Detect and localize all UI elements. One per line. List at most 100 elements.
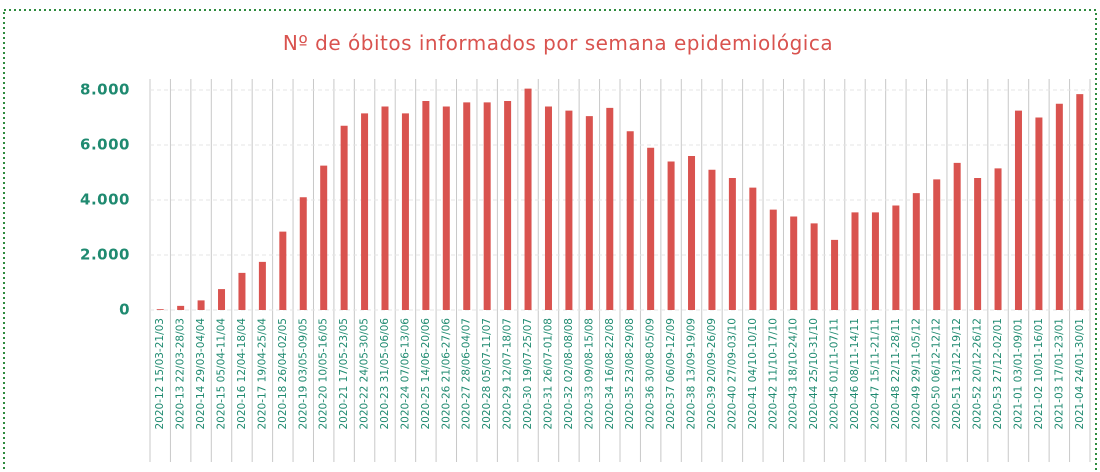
x-tick-label: 2020-18 26/04-02/05 bbox=[277, 318, 289, 430]
bar bbox=[749, 187, 757, 310]
x-tick-label: 2020-21 17/05-23/05 bbox=[338, 318, 350, 430]
x-tick-label: 2020-49 29/11-05/12 bbox=[910, 318, 922, 430]
x-tick-label: 2020-15 05/04-11/04 bbox=[216, 318, 228, 430]
bar bbox=[933, 179, 941, 310]
x-tick-label: 2020-51 13/12-19/12 bbox=[951, 318, 963, 430]
bar bbox=[851, 212, 859, 310]
x-tick-label: 2020-35 23/08-29/08 bbox=[624, 318, 636, 430]
y-tick-label: 0 bbox=[119, 301, 130, 319]
x-tick-label: 2020-28 05/07-11/07 bbox=[481, 318, 493, 430]
bar bbox=[299, 197, 307, 310]
bar bbox=[606, 107, 614, 310]
x-tick-label: 2020-24 07/06-13/06 bbox=[399, 318, 411, 430]
bar bbox=[156, 309, 164, 310]
x-tick-label: 2020-38 13/09-19/09 bbox=[686, 318, 698, 430]
bar bbox=[912, 193, 920, 310]
x-tick-label: 2021-03 17/01-23/01 bbox=[1053, 318, 1065, 430]
bar bbox=[810, 223, 818, 310]
bar bbox=[197, 300, 205, 310]
bar bbox=[177, 305, 185, 310]
chart-title: Nº de óbitos informados por semana epide… bbox=[283, 31, 833, 55]
x-tick-label: 2020-37 06/09-12/09 bbox=[665, 318, 677, 430]
bar bbox=[994, 168, 1002, 310]
y-tick-label: 6.000 bbox=[80, 136, 130, 154]
x-tick-label: 2020-22 24/05-30/05 bbox=[359, 318, 371, 430]
bar bbox=[565, 110, 573, 310]
x-tick-label: 2020-20 10/05-16/05 bbox=[318, 318, 330, 430]
bar bbox=[361, 113, 369, 310]
x-tick-label: 2020-16 12/04-18/04 bbox=[236, 318, 248, 430]
y-tick-label: 8.000 bbox=[80, 81, 130, 99]
x-tick-label: 2020-39 20/09-26/09 bbox=[706, 318, 718, 430]
bar bbox=[218, 289, 226, 310]
x-tick-label: 2020-43 18/10-24/10 bbox=[788, 318, 800, 430]
bar bbox=[831, 239, 839, 310]
x-tick-label: 2020-50 06/12-12/12 bbox=[931, 318, 943, 430]
bar bbox=[1055, 103, 1063, 310]
x-tick-label: 2020-52 20/12-26/12 bbox=[972, 318, 984, 430]
x-tick-label: 2021-01 03/01-09/01 bbox=[1012, 318, 1024, 430]
bar bbox=[892, 205, 900, 310]
x-tick-label: 2020-33 09/08-15/08 bbox=[583, 318, 595, 430]
x-tick-label: 2020-19 03/05-09/05 bbox=[297, 318, 309, 430]
bar bbox=[871, 212, 879, 310]
x-tick-label: 2020-30 19/07-25/07 bbox=[522, 318, 534, 430]
bar bbox=[688, 156, 696, 310]
x-tick-label: 2020-12 15/03-21/03 bbox=[154, 318, 166, 430]
x-tick-label: 2020-42 11/10-17/10 bbox=[767, 318, 779, 430]
bar bbox=[544, 106, 552, 310]
x-tick-label: 2020-48 22/11-28/11 bbox=[890, 318, 902, 430]
bar bbox=[1076, 94, 1084, 310]
bar bbox=[483, 102, 491, 310]
bar bbox=[953, 162, 961, 310]
bar bbox=[1014, 110, 1022, 310]
x-tick-label: 2020-34 16/08-22/08 bbox=[604, 318, 616, 430]
bar bbox=[728, 178, 736, 310]
bar bbox=[422, 101, 430, 310]
bar bbox=[790, 216, 798, 310]
x-tick-label: 2020-45 01/11-07/11 bbox=[829, 318, 841, 430]
x-tick-label: 2020-41 04/10-10/10 bbox=[747, 318, 759, 430]
bar bbox=[708, 169, 716, 310]
x-tick-label: 2020-46 08/11-14/11 bbox=[849, 318, 861, 430]
x-tick-label: 2020-25 14/06-20/06 bbox=[420, 318, 432, 430]
x-tick-label: 2020-36 30/08-05/09 bbox=[645, 318, 657, 430]
bar bbox=[974, 178, 982, 310]
bar bbox=[401, 113, 409, 310]
bar bbox=[320, 165, 328, 310]
bar bbox=[504, 101, 512, 310]
x-tick-label: 2020-44 25/10-31/10 bbox=[808, 318, 820, 430]
x-tick-label: 2020-13 22/03-28/03 bbox=[175, 318, 187, 430]
bar bbox=[524, 88, 532, 310]
x-tick-label: 2020-31 26/07-01/08 bbox=[542, 318, 554, 430]
x-tick-label: 2020-40 27/09-03/10 bbox=[726, 318, 738, 430]
x-tick-label: 2020-27 28/06-04/07 bbox=[461, 318, 473, 430]
bar bbox=[258, 261, 266, 310]
x-tick-label: 2020-47 15/11-21/11 bbox=[869, 318, 881, 430]
x-tick-label: 2020-53 27/12-02/01 bbox=[992, 318, 1004, 430]
y-tick-label: 2.000 bbox=[80, 246, 130, 264]
x-tick-label: 2021-04 24/01-30/01 bbox=[1074, 318, 1086, 430]
bar bbox=[626, 131, 634, 310]
bar bbox=[279, 231, 287, 310]
x-tick-label: 2020-17 19/04-25/04 bbox=[256, 318, 268, 430]
frame bbox=[3, 9, 1097, 472]
x-tick-label: 2020-32 02/08-08/08 bbox=[563, 318, 575, 430]
bar bbox=[381, 106, 389, 310]
x-tick-label: 2020-23 31/05-06/06 bbox=[379, 318, 391, 430]
bar bbox=[442, 106, 450, 310]
bar bbox=[463, 102, 471, 310]
bar bbox=[1035, 117, 1043, 310]
bar bbox=[667, 161, 675, 310]
bar bbox=[238, 272, 246, 310]
y-tick-label: 4.000 bbox=[80, 191, 130, 209]
x-tick-label: 2020-14 29/03-04/04 bbox=[195, 318, 207, 430]
x-tick-label: 2020-29 12/07-18/07 bbox=[502, 318, 514, 430]
bar bbox=[769, 209, 777, 310]
bar bbox=[585, 116, 593, 310]
bar bbox=[340, 125, 348, 310]
x-tick-label: 2020-26 21/06-27/06 bbox=[440, 318, 452, 430]
x-tick-label: 2021-02 10/01-16/01 bbox=[1033, 318, 1045, 430]
bar bbox=[647, 147, 655, 310]
